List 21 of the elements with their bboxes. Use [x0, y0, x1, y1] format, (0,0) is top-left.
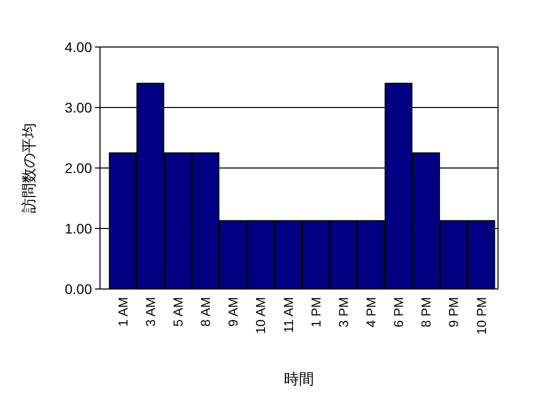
x-tick-label: 9 AM: [226, 297, 241, 327]
y-tick-label: 1.00: [64, 220, 92, 236]
x-tick-label: 1 PM: [308, 297, 324, 328]
x-tick-label: 3 AM: [142, 297, 158, 327]
y-tick-label: 4.00: [64, 38, 92, 55]
x-tick-label: 10 PM: [474, 297, 489, 335]
y-tick-label: 2.00: [64, 160, 92, 176]
x-tick-label: 8 AM: [198, 297, 214, 327]
x-tick-label: 10 AM: [253, 297, 268, 334]
y-tick-label: 0.00: [64, 280, 92, 297]
x-tick-label: 3 PM: [336, 297, 351, 328]
x-tick-label: 6 PM: [391, 297, 406, 328]
x-tick-label: 9 PM: [446, 297, 462, 328]
x-tick-label: 5 AM: [170, 297, 186, 327]
y-tick-label: 3.00: [64, 99, 92, 116]
y-axis-title: 訪問数の平均: [21, 123, 38, 213]
x-tick-label: 4 PM: [363, 297, 378, 328]
x-axis-title: 時間: [284, 371, 314, 388]
x-tick-label: 11 AM: [280, 297, 296, 333]
x-tick-label: 1 AM: [115, 297, 130, 327]
x-tick-label: 8 PM: [418, 297, 434, 328]
